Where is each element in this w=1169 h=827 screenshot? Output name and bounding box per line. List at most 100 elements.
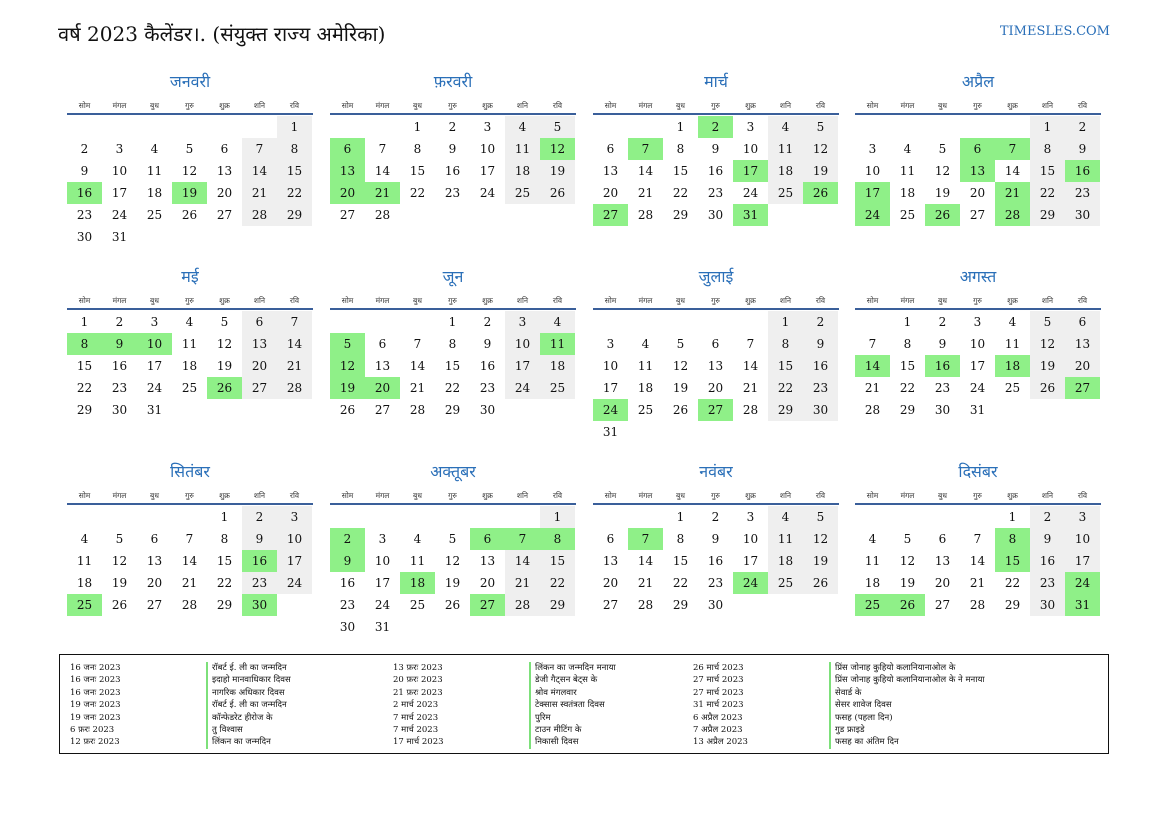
day-cell[interactable]: 10	[742, 142, 759, 156]
day-cell[interactable]: 22	[899, 381, 916, 395]
day-cell[interactable]: 17	[969, 359, 986, 373]
holiday-day-cell[interactable]: 15	[995, 550, 1030, 572]
day-cell[interactable]: 12	[934, 164, 951, 178]
day-cell[interactable]: 8	[220, 532, 229, 546]
day-cell[interactable]: 14	[969, 554, 986, 568]
day-cell[interactable]: 30	[1065, 204, 1100, 226]
day-cell[interactable]: 29	[444, 403, 461, 417]
day-cell[interactable]: 15	[76, 359, 93, 373]
day-cell[interactable]: 4	[903, 142, 912, 156]
holiday-day-cell[interactable]: 2	[698, 116, 733, 138]
holiday-day-cell[interactable]: 24	[1065, 572, 1100, 594]
day-cell[interactable]: 21	[969, 576, 986, 590]
day-cell[interactable]: 25	[637, 403, 654, 417]
holiday-day-cell[interactable]: 28	[995, 204, 1030, 226]
day-cell[interactable]: 8	[277, 138, 312, 160]
day-cell[interactable]: 29	[1004, 598, 1021, 612]
day-cell[interactable]: 15	[672, 164, 689, 178]
day-cell[interactable]: 16	[479, 359, 496, 373]
day-cell[interactable]: 26	[339, 403, 356, 417]
holiday-day-cell[interactable]: 20	[330, 182, 365, 204]
day-cell[interactable]: 28	[181, 598, 198, 612]
day-cell[interactable]: 7	[242, 138, 277, 160]
day-cell[interactable]: 18	[505, 160, 540, 182]
day-cell[interactable]: 3	[150, 315, 159, 329]
day-cell[interactable]: 14	[742, 359, 759, 373]
holiday-day-cell[interactable]: 16	[242, 550, 277, 572]
day-cell[interactable]: 28	[864, 403, 881, 417]
day-cell[interactable]: 27	[216, 208, 233, 222]
day-cell[interactable]: 16	[1030, 550, 1065, 572]
holiday-day-cell[interactable]: 31	[1065, 594, 1100, 616]
day-cell[interactable]: 29	[768, 399, 803, 421]
day-cell[interactable]: 14	[242, 160, 277, 182]
day-cell[interactable]: 25	[181, 381, 198, 395]
day-cell[interactable]: 8	[903, 337, 912, 351]
day-cell[interactable]: 29	[76, 403, 93, 417]
day-cell[interactable]: 17	[505, 355, 540, 377]
holiday-day-cell[interactable]: 30	[242, 594, 277, 616]
day-cell[interactable]: 28	[242, 204, 277, 226]
holiday-day-cell[interactable]: 8	[995, 528, 1030, 550]
day-cell[interactable]: 3	[606, 337, 615, 351]
day-cell[interactable]: 26	[444, 598, 461, 612]
holiday-day-cell[interactable]: 26	[925, 204, 960, 226]
day-cell[interactable]: 5	[903, 532, 912, 546]
day-cell[interactable]: 30	[707, 208, 724, 222]
holiday-day-cell[interactable]: 7	[995, 138, 1030, 160]
day-cell[interactable]: 19	[934, 186, 951, 200]
day-cell[interactable]: 20	[602, 186, 619, 200]
day-cell[interactable]: 17	[277, 550, 312, 572]
day-cell[interactable]: 20	[242, 355, 277, 377]
day-cell[interactable]: 4	[768, 116, 803, 138]
day-cell[interactable]: 23	[1030, 572, 1065, 594]
holiday-day-cell[interactable]: 27	[470, 594, 505, 616]
day-cell[interactable]: 27	[146, 598, 163, 612]
day-cell[interactable]: 17	[374, 576, 391, 590]
day-cell[interactable]: 13	[707, 359, 724, 373]
day-cell[interactable]: 25	[768, 182, 803, 204]
holiday-day-cell[interactable]: 24	[855, 204, 890, 226]
day-cell[interactable]: 2	[711, 510, 720, 524]
day-cell[interactable]: 7	[746, 337, 755, 351]
day-cell[interactable]: 14	[637, 164, 654, 178]
day-cell[interactable]: 13	[1065, 333, 1100, 355]
day-cell[interactable]: 30	[111, 403, 128, 417]
day-cell[interactable]: 4	[1008, 315, 1017, 329]
day-cell[interactable]: 15	[672, 554, 689, 568]
holiday-day-cell[interactable]: 27	[1065, 377, 1100, 399]
day-cell[interactable]: 10	[479, 142, 496, 156]
day-cell[interactable]: 6	[242, 311, 277, 333]
day-cell[interactable]: 18	[540, 355, 575, 377]
day-cell[interactable]: 5	[185, 142, 194, 156]
day-cell[interactable]: 17	[1065, 550, 1100, 572]
day-cell[interactable]: 13	[242, 333, 277, 355]
day-cell[interactable]: 24	[969, 381, 986, 395]
day-cell[interactable]: 29	[1030, 204, 1065, 226]
holiday-day-cell[interactable]: 16	[925, 355, 960, 377]
day-cell[interactable]: 30	[934, 403, 951, 417]
day-cell[interactable]: 20	[934, 576, 951, 590]
day-cell[interactable]: 27	[934, 598, 951, 612]
day-cell[interactable]: 11	[1004, 337, 1021, 351]
day-cell[interactable]: 4	[641, 337, 650, 351]
day-cell[interactable]: 31	[602, 425, 619, 439]
day-cell[interactable]: 13	[146, 554, 163, 568]
day-cell[interactable]: 4	[80, 532, 89, 546]
day-cell[interactable]: 20	[602, 576, 619, 590]
day-cell[interactable]: 3	[505, 311, 540, 333]
day-cell[interactable]: 30	[1030, 594, 1065, 616]
day-cell[interactable]: 9	[242, 528, 277, 550]
day-cell[interactable]: 29	[899, 403, 916, 417]
day-cell[interactable]: 19	[444, 576, 461, 590]
day-cell[interactable]: 12	[1030, 333, 1065, 355]
day-cell[interactable]: 5	[220, 315, 229, 329]
day-cell[interactable]: 3	[973, 315, 982, 329]
day-cell[interactable]: 2	[803, 311, 838, 333]
holiday-day-cell[interactable]: 18	[995, 355, 1030, 377]
holiday-day-cell[interactable]: 17	[733, 160, 768, 182]
day-cell[interactable]: 15	[1030, 160, 1065, 182]
day-cell[interactable]: 18	[76, 576, 93, 590]
day-cell[interactable]: 10	[277, 528, 312, 550]
day-cell[interactable]: 10	[374, 554, 391, 568]
